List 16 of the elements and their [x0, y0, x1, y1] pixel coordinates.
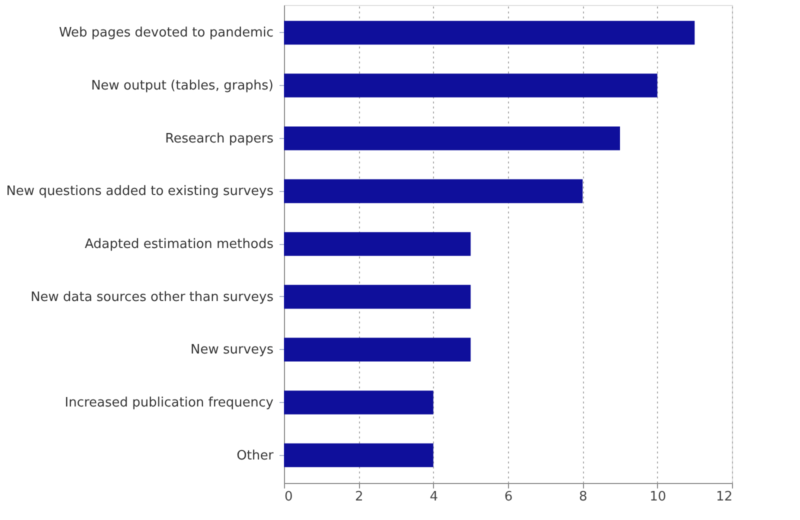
x-tick-label: 6	[504, 490, 513, 504]
y-tick-label: New data sources other than surveys	[30, 290, 274, 305]
x-tick-label: 8	[579, 490, 588, 504]
y-tick-label: Other	[236, 448, 274, 464]
y-tick-label: New output (tables, graphs)	[91, 78, 274, 94]
x-tick-label: 2	[355, 490, 364, 504]
y-tick-label: Research papers	[165, 131, 274, 146]
y-tick-label: Web pages devoted to pandemic	[58, 26, 274, 41]
y-tick-label: Increased publication frequency	[64, 395, 274, 410]
x-tick-label: 4	[430, 490, 438, 504]
x-tick-label: 12	[716, 490, 732, 504]
y-tick-label: New questions added to existing surveys	[6, 184, 274, 200]
y-tick-label: Adapted estimation methods	[84, 237, 274, 252]
x-tick-label: 10	[650, 490, 666, 504]
x-tick-label: 0	[284, 490, 293, 504]
y-tick-label: New surveys	[190, 342, 274, 358]
